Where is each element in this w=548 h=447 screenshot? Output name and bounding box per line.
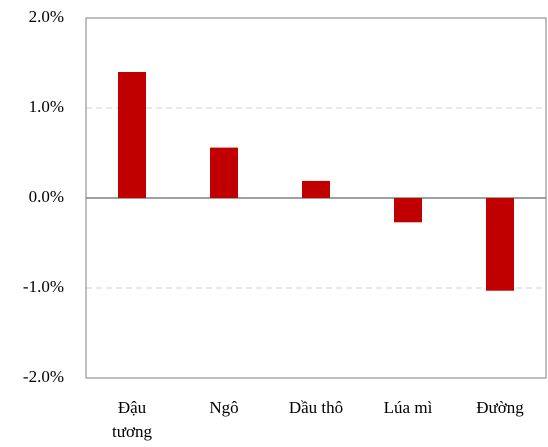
y-tick-label: -1.0% xyxy=(23,277,64,296)
y-tick-label: 2.0% xyxy=(29,7,64,26)
x-tick-label: Dầu thô xyxy=(288,398,344,417)
x-tick-label: Lúa mì xyxy=(383,398,433,417)
x-tick-label: Ngô xyxy=(209,398,239,417)
x-tick-label: Đậu tương xyxy=(112,398,152,441)
bar xyxy=(210,147,238,198)
y-tick-label: 1.0% xyxy=(29,97,64,116)
x-tick-label: Đường xyxy=(476,398,524,417)
y-tick-label: -2.0% xyxy=(23,367,64,386)
bar xyxy=(486,198,514,291)
bar xyxy=(394,198,422,223)
plot-border xyxy=(85,17,547,379)
bar xyxy=(302,180,330,198)
bar xyxy=(118,72,146,198)
y-tick-label: 0.0% xyxy=(29,187,64,206)
